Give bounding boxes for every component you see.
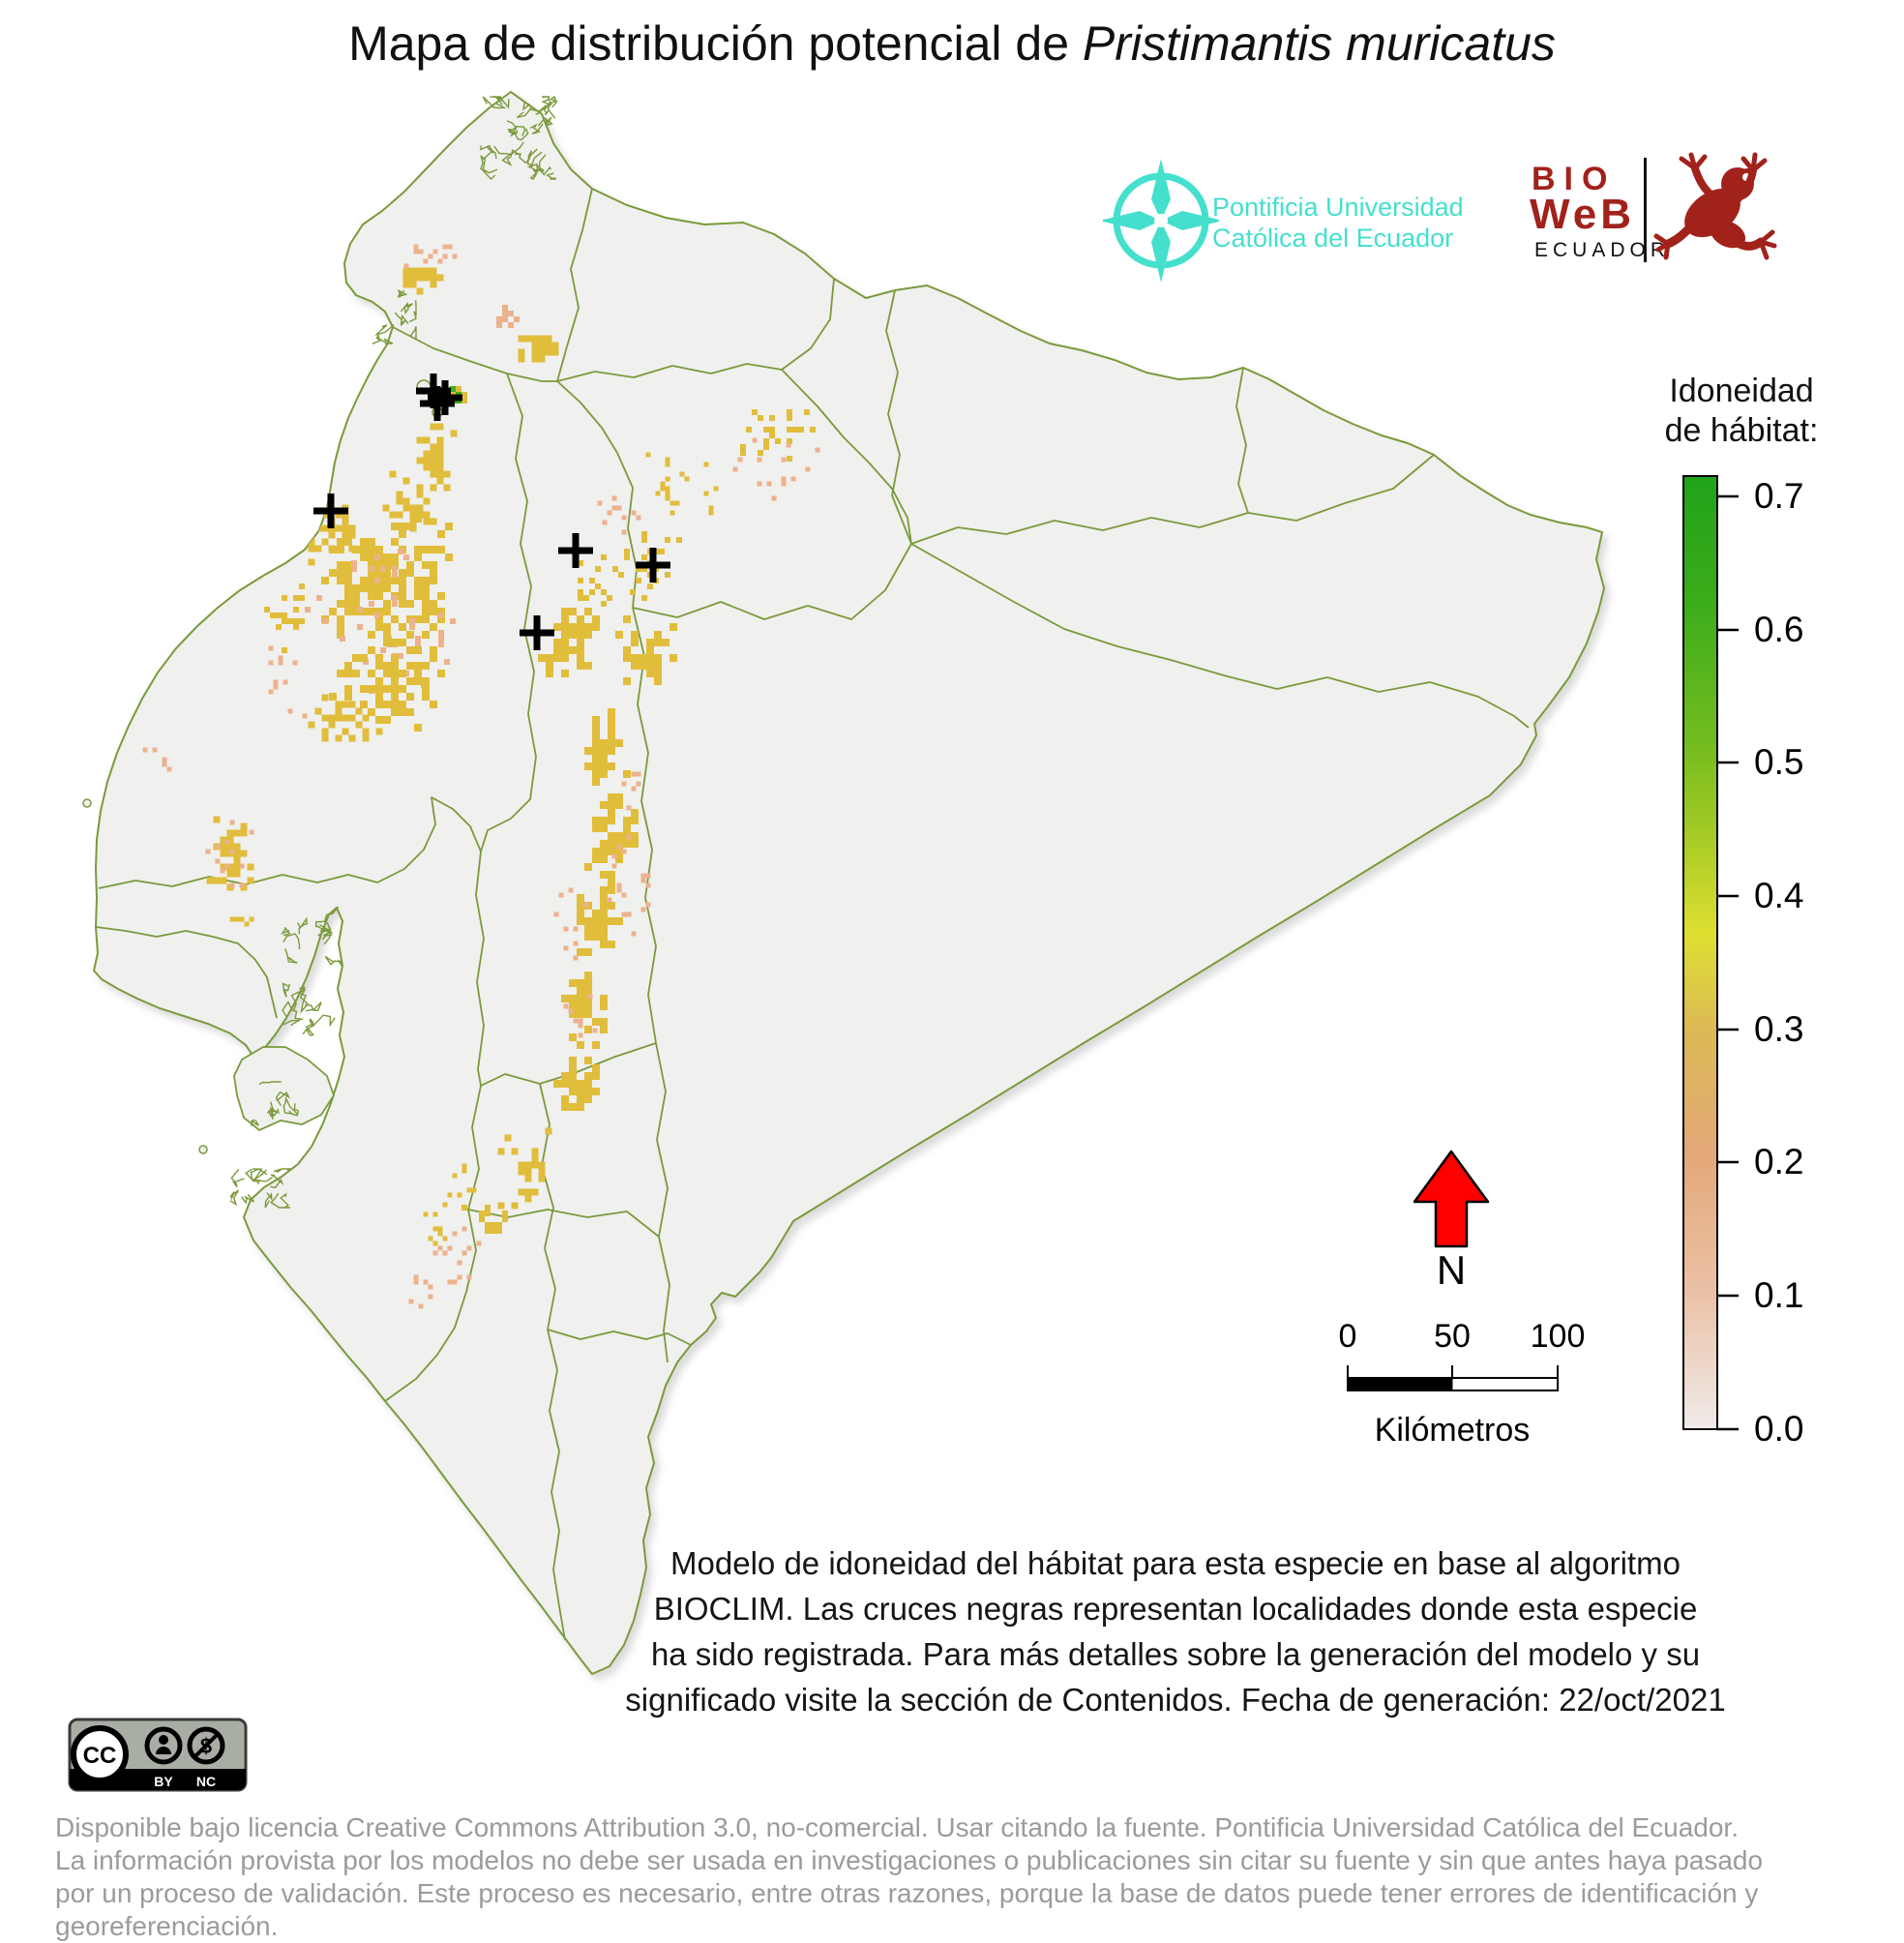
- bioweb-logo-web: WeB: [1530, 191, 1635, 238]
- species-name: Pristimantis muricatus: [1082, 16, 1556, 71]
- svg-text:0: 0: [1339, 1318, 1357, 1355]
- svg-text:CC: CC: [83, 1743, 117, 1769]
- bioweb-logo-ecuador: ECUADOR: [1534, 239, 1671, 261]
- puce-line1: Pontificia Universidad: [1212, 193, 1464, 222]
- mangrove-estuary-lines: [229, 95, 559, 1209]
- svg-text:0.7: 0.7: [1754, 476, 1803, 516]
- svg-text:0.2: 0.2: [1754, 1142, 1803, 1181]
- bioweb-frog-icon: [1653, 152, 1777, 260]
- by-label: BY: [154, 1774, 173, 1789]
- bioweb-logo-bio: BIO: [1532, 161, 1617, 197]
- svg-text:50: 50: [1434, 1318, 1471, 1355]
- scale-bar: 0 50 100 Kilómetros: [1339, 1318, 1586, 1449]
- license-footer-text: Disponible bajo licencia Creative Common…: [55, 1811, 1904, 1943]
- north-arrow: N: [1413, 1150, 1490, 1293]
- map-page: { "title": {"prefix": "Mapa de distribuc…: [0, 15, 1904, 1941]
- svg-text:Kilómetros: Kilómetros: [1375, 1412, 1531, 1449]
- svg-text:0.0: 0.0: [1754, 1409, 1803, 1449]
- footer-line: La información provista por los modelos …: [55, 1845, 1764, 1875]
- province-borders: [95, 188, 1530, 1641]
- puce-logo-icon: [1103, 159, 1219, 283]
- title-prefix: Mapa de distribución potencial de: [348, 16, 1083, 71]
- svg-text:0.5: 0.5: [1754, 742, 1803, 782]
- puce-line2: Católica del Ecuador: [1212, 224, 1454, 253]
- model-description: Modelo de idoneidad del hábitat para est…: [619, 1540, 1732, 1722]
- ecuador-distribution-map: N 0 50 100 Kilómetros 0.7 0.6 0.5 0.4 0.3 0.2 0.1…: [82, 90, 1803, 1676]
- description-line: BIOCLIM. Las cruces negras representan l…: [653, 1591, 1698, 1627]
- description-line: significado visite la sección de Conteni…: [625, 1682, 1726, 1718]
- nc-dollar-icon: $: [187, 1726, 225, 1765]
- footer-line: Disponible bajo licencia Creative Common…: [55, 1812, 1739, 1842]
- page-title: Mapa de distribución potencial de Pristi…: [0, 15, 1904, 72]
- habitat-suitability-patches: [94, 244, 820, 1309]
- legend-color-bar: 0.7 0.6 0.5 0.4 0.3 0.2 0.1 0.0: [1682, 475, 1803, 1449]
- svg-text:100: 100: [1531, 1318, 1586, 1355]
- by-person-icon: [144, 1726, 183, 1765]
- svg-text:0.1: 0.1: [1754, 1275, 1803, 1315]
- description-line: Modelo de idoneidad del hábitat para est…: [670, 1545, 1681, 1581]
- cc-icon: [71, 1725, 129, 1783]
- legend-title: Idoneidad de hábitat:: [1630, 372, 1853, 451]
- description-line: ha sido registrada. Para más detalles so…: [650, 1636, 1701, 1672]
- legend-title-line1: Idoneidad: [1669, 373, 1814, 409]
- footer-line: por un proceso de validación. Este proce…: [55, 1878, 1759, 1941]
- svg-text:N: N: [1437, 1247, 1466, 1293]
- nc-label: NC: [196, 1774, 216, 1789]
- puce-logo-text: Pontificia Universidad Católica del Ecua…: [1212, 192, 1464, 254]
- bioweb-divider: [1644, 158, 1647, 262]
- svg-text:0.6: 0.6: [1754, 610, 1803, 649]
- legend-title-line2: de hábitat:: [1664, 412, 1819, 449]
- svg-text:0.3: 0.3: [1754, 1009, 1803, 1049]
- svg-text:0.4: 0.4: [1754, 876, 1803, 915]
- record-locality-crosses: [313, 374, 670, 650]
- cc-by-nc-badge: CC $ BY NC: [68, 1718, 248, 1792]
